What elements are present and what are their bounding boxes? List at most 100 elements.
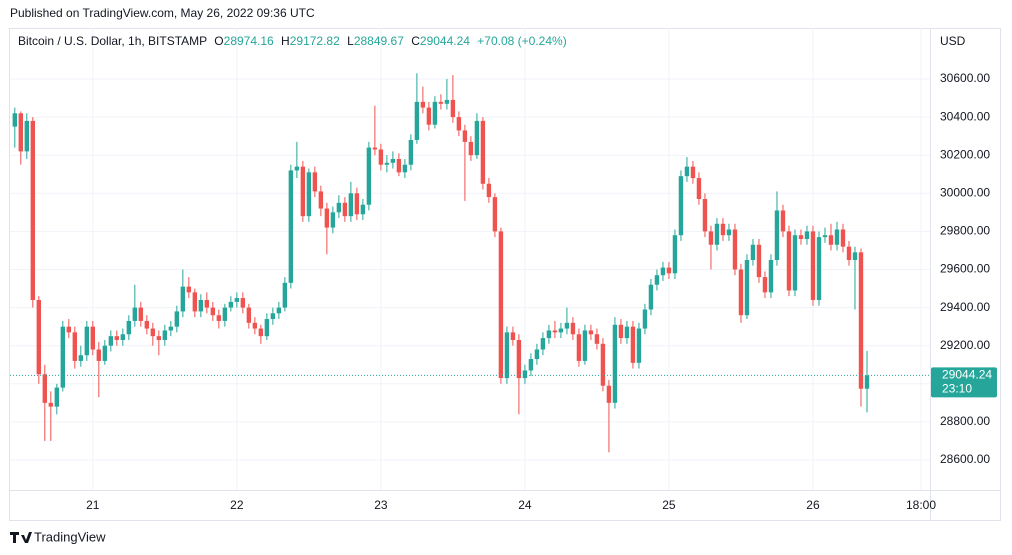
candle-body — [558, 328, 564, 333]
candle-body — [792, 235, 798, 291]
candle-body — [120, 334, 126, 340]
candle-body — [90, 326, 96, 350]
candle-body — [252, 322, 258, 329]
candle-body — [702, 199, 708, 232]
candle-body — [216, 315, 222, 321]
candle-body — [348, 193, 354, 217]
candle-body — [810, 231, 816, 300]
candle-body — [732, 229, 738, 270]
candle-body — [516, 339, 522, 379]
candle-body — [132, 307, 138, 321]
candle-body — [738, 269, 744, 316]
candle-body — [294, 166, 300, 171]
x-tick-label: 21 — [86, 498, 100, 512]
candle-body — [420, 101, 426, 108]
candle-body — [414, 101, 420, 140]
candle-body — [408, 139, 414, 165]
x-tick-label: 23 — [374, 498, 388, 512]
x-tick-label: 25 — [662, 498, 676, 512]
candle-body — [798, 235, 804, 240]
candle-body — [360, 204, 366, 215]
candle-body — [864, 375, 870, 389]
candle-body — [162, 330, 168, 340]
candle-body — [198, 299, 204, 312]
candle-body — [576, 334, 582, 361]
candle-body — [582, 330, 588, 361]
candle-body — [168, 326, 174, 331]
ohlc-label: C — [411, 34, 420, 48]
candle-body — [426, 107, 432, 125]
footer-text: TradingView — [34, 529, 106, 544]
grid — [10, 28, 930, 490]
y-tick-label: 30200.00 — [940, 147, 990, 161]
candle-body — [66, 326, 72, 333]
candle-body — [246, 307, 252, 323]
candle-body — [510, 332, 516, 340]
logo-icon — [10, 532, 32, 543]
candle-body — [144, 320, 150, 329]
y-tick-label: 29800.00 — [940, 224, 990, 238]
candle-body — [24, 120, 30, 152]
y-tick-label: 30400.00 — [940, 109, 990, 123]
candle-body — [468, 141, 474, 156]
candle-body — [624, 326, 630, 339]
candle-body — [12, 113, 18, 127]
candle-body — [186, 286, 192, 293]
candle-body — [372, 147, 378, 150]
candle-body — [102, 345, 108, 361]
candle-body — [402, 164, 408, 173]
candle-body — [498, 231, 504, 379]
symbol-title: Bitcoin / U.S. Dollar, 1h, BITSTAMP — [18, 34, 207, 48]
axis-unit: USD — [940, 34, 966, 48]
ohlc-value: 28974.16 — [224, 34, 274, 48]
candle-body — [48, 402, 54, 407]
candle-body — [444, 99, 450, 104]
candle-body — [390, 159, 396, 163]
y-tick-label: 29400.00 — [940, 300, 990, 314]
candle-body — [600, 343, 606, 386]
candle-body — [30, 120, 36, 300]
legend: Bitcoin / U.S. Dollar, 1h, BITSTAMP O289… — [18, 34, 567, 48]
footer-logo: TradingView — [10, 529, 106, 544]
candle-body — [180, 286, 186, 312]
candle-body — [366, 147, 372, 205]
candle-body — [474, 120, 480, 156]
candle-body — [822, 235, 828, 238]
candle-body — [828, 235, 834, 245]
y-tick-label: 29600.00 — [940, 262, 990, 276]
candle-body — [846, 246, 852, 260]
y-tick-label: 29200.00 — [940, 338, 990, 352]
change: +70.08 (+0.24%) — [477, 34, 566, 48]
candle-body — [54, 387, 60, 407]
candle-body — [840, 229, 846, 247]
candle-body — [660, 267, 666, 276]
candle-body — [588, 330, 594, 335]
candle-body — [684, 166, 690, 177]
y-tick-label: 30000.00 — [940, 185, 990, 199]
candle-body — [126, 320, 132, 335]
candle-body — [834, 229, 840, 245]
y-tick-label: 28600.00 — [940, 452, 990, 466]
candle-body — [504, 332, 510, 379]
last-price-label: 29044.24 — [942, 368, 992, 382]
x-tick-label: 26 — [806, 498, 820, 512]
candle-body — [678, 176, 684, 236]
candle-body — [18, 113, 24, 152]
candle-body — [258, 328, 264, 337]
candle-body — [456, 117, 462, 131]
countdown-label: 23:10 — [942, 382, 972, 396]
candle-body — [282, 282, 288, 308]
candle-body — [192, 292, 198, 312]
candle-body — [714, 223, 720, 245]
candle-body — [210, 307, 216, 316]
candle-body — [174, 311, 180, 327]
candle-body — [36, 299, 42, 375]
y-tick-label: 30600.00 — [940, 71, 990, 85]
candle-body — [546, 330, 552, 339]
candle-body — [708, 231, 714, 245]
ohlc-label: H — [281, 34, 290, 48]
candle-body — [318, 191, 324, 209]
candle-body — [780, 210, 786, 232]
